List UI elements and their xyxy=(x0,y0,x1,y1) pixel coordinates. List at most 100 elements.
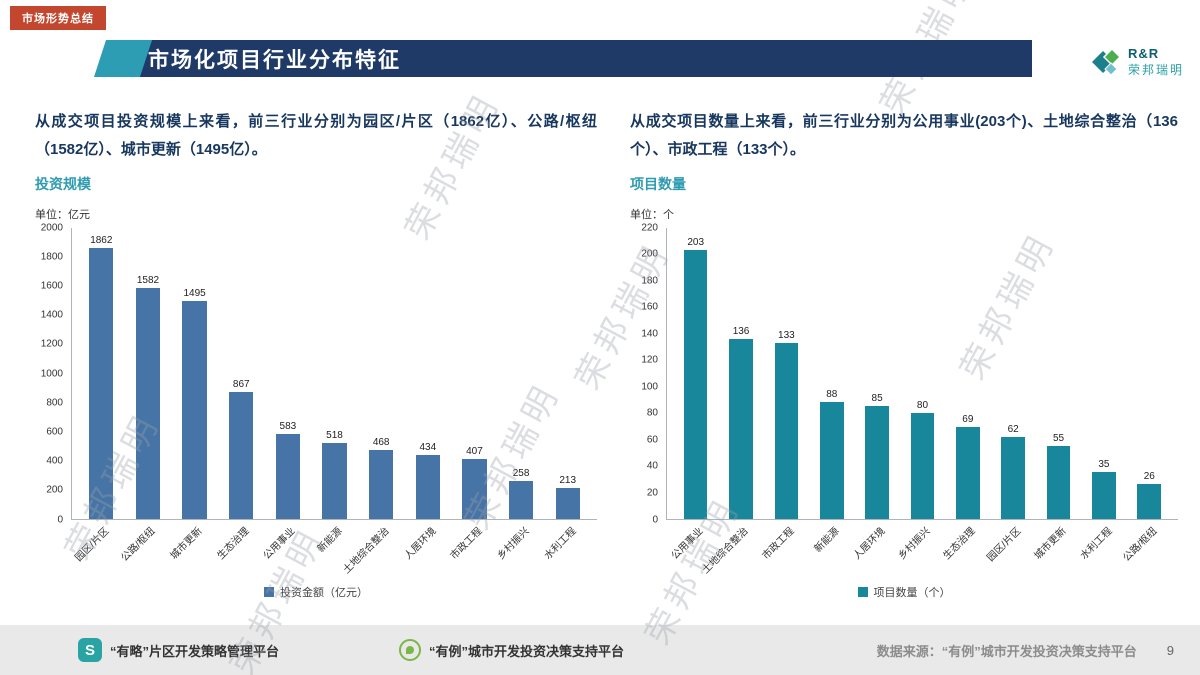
y-tick-label: 220 xyxy=(641,222,658,233)
bar-column: 468 xyxy=(358,228,405,519)
youli-logo-icon xyxy=(399,639,422,661)
bar xyxy=(229,392,254,519)
bar-value-label: 1582 xyxy=(136,275,160,287)
bar-column: 1582 xyxy=(125,228,172,519)
y-tick-label: 60 xyxy=(646,434,658,446)
bar-value-label: 69 xyxy=(962,414,974,426)
x-axis-label: 城市更新 xyxy=(168,525,205,562)
header-accent-shape xyxy=(93,40,153,77)
platform1-label: “有略”片区开发策略管理平台 xyxy=(110,643,280,659)
x-axis-label: 水利工程 xyxy=(1078,525,1115,562)
bar-column: 583 xyxy=(265,228,312,519)
bar xyxy=(729,338,753,519)
legend-swatch xyxy=(857,586,868,597)
bar-value-label: 468 xyxy=(372,437,390,449)
bar-column: 88 xyxy=(809,228,854,519)
bar-value-label: 203 xyxy=(687,237,705,248)
x-axis-label: 水利工程 xyxy=(542,525,579,562)
x-axis-label: 市政工程 xyxy=(448,525,485,562)
x-axis-label: 人居环境 xyxy=(851,525,888,562)
y-tick-label: 200 xyxy=(641,248,658,260)
chart-legend: 项目数量（个） xyxy=(630,584,1178,600)
bar xyxy=(555,487,580,519)
bar-column: 1495 xyxy=(171,228,218,519)
legend-label: 投资金额（亿元） xyxy=(280,586,368,599)
x-axis-labels: 园区/片区 公路/枢纽 城市更新 生态治理 公用事业 新能源 土地综合整治 人居环境 市政工程乡… xyxy=(71,520,597,582)
y-tick-label: 180 xyxy=(641,275,658,287)
y-tick-label: 120 xyxy=(641,354,658,366)
bar xyxy=(1001,436,1025,519)
bar-value-label: 26 xyxy=(1143,471,1155,483)
x-axis-label: 新能源 xyxy=(315,525,345,555)
investment-scale-chart: 2000 1800 1600 1400 1200 1000 800 600 400 200 0 18… xyxy=(35,222,597,600)
youlue-logo-icon: S xyxy=(78,638,102,662)
y-tick-label: 2000 xyxy=(40,222,63,233)
bar-column: 867 xyxy=(218,228,265,519)
plot-area: 1862 1582 1495 867 583 518 468 434 407 258 213 xyxy=(71,227,597,520)
bar-column: 62 xyxy=(991,228,1036,519)
bar xyxy=(774,342,799,519)
bars: 203 136 133 88 85 80 69 62 55 35 26 xyxy=(667,228,1178,519)
x-axis-label: 公用事业 xyxy=(261,525,298,562)
bar-value-label: 583 xyxy=(279,420,297,432)
bar xyxy=(508,480,534,519)
bar-column: 213 xyxy=(544,228,591,519)
bar xyxy=(275,433,300,519)
x-axis-labels: 公用事业 土地综合整治 市政工程 新能源 人居环境 乡村振兴 生态治理 园区/片区 城市更新 水利… xyxy=(666,520,1178,582)
bar xyxy=(369,450,394,519)
y-tick-label: 1000 xyxy=(40,368,63,379)
bar xyxy=(1046,445,1071,519)
bar-value-label: 1495 xyxy=(183,287,206,299)
bar-value-label: 133 xyxy=(778,329,795,341)
data-source-text: 数据来源：“有例”城市开发投资决策支持平台 xyxy=(876,643,1137,659)
bar-value-label: 258 xyxy=(512,467,530,479)
platform2-label: “有例”城市开发投资决策支持平台 xyxy=(429,643,625,659)
chart-title-investment: 投资规模 xyxy=(35,175,91,192)
unit-label-count: 单位：个 xyxy=(630,208,674,221)
logo-text: R&R 荣邦瑞明 xyxy=(1128,46,1184,78)
bar-column: 26 xyxy=(1127,228,1172,519)
y-axis: 2000 1800 1600 1400 1200 1000 800 600 400 200 0 xyxy=(35,222,71,525)
platform2-group: “有例”城市开发投资决策支持平台 xyxy=(399,639,624,661)
x-axis-label: 公路/枢纽 xyxy=(119,525,158,564)
bar xyxy=(462,459,487,519)
footer: S “有略”片区开发策略管理平台 “有例”城市开发投资决策支持平台 数据来源：“… xyxy=(0,625,1200,675)
x-axis-label: 新能源 xyxy=(812,525,842,555)
y-tick-label: 800 xyxy=(46,397,63,409)
project-count-section: 从成交项目数量上来看，前三行业分别为公用事业(203个)、土地综合整治（136个… xyxy=(630,108,1178,600)
bar xyxy=(956,427,980,519)
header-bar: 市场化项目行业分布特征 xyxy=(93,40,1032,77)
y-tick-label: 1600 xyxy=(40,280,63,292)
x-axis-label: 城市更新 xyxy=(1032,525,1069,562)
legend-label: 项目数量（个） xyxy=(873,586,951,599)
logo-name-en: R&R xyxy=(1127,46,1160,61)
bar-column: 203 xyxy=(673,228,718,519)
investment-summary-text: 从成交项目投资规模上来看，前三行业分别为园区/片区（1862亿）、公路/枢纽（1… xyxy=(35,113,597,158)
bar-value-label: 434 xyxy=(419,442,437,454)
project-count-chart: 220 200 180 160 140 120 100 80 60 40 20 0 203 136 133… xyxy=(630,222,1178,600)
bar-column: 69 xyxy=(945,228,990,519)
logo-diamond-icon xyxy=(1091,47,1121,76)
bar-column: 518 xyxy=(311,228,358,519)
bar-value-label: 213 xyxy=(559,474,577,486)
bars: 1862 1582 1495 867 583 518 468 434 407 258 213 xyxy=(72,228,597,519)
x-axis-label: 生态治理 xyxy=(941,525,979,562)
bar xyxy=(89,247,114,519)
y-tick-label: 200 xyxy=(46,484,63,496)
bar-value-label: 88 xyxy=(826,389,838,401)
bar-column: 1862 xyxy=(78,228,125,519)
y-tick-label: 20 xyxy=(646,487,658,499)
bar-value-label: 35 xyxy=(1098,459,1110,471)
investment-scale-section: 从成交项目投资规模上来看，前三行业分别为园区/片区（1862亿）、公路/枢纽（1… xyxy=(35,108,597,600)
bar xyxy=(1137,484,1162,519)
project-count-summary-text: 从成交项目数量上来看，前三行业分别为公用事业(203个)、土地综合整治（136个… xyxy=(630,113,1178,158)
bar xyxy=(819,402,844,519)
bar xyxy=(1092,472,1116,519)
chart-title-count: 项目数量 xyxy=(630,175,686,192)
bar xyxy=(683,250,708,519)
y-tick-label: 1800 xyxy=(40,251,63,263)
chart-legend: 投资金额（亿元） xyxy=(35,584,597,600)
bar-column: 85 xyxy=(854,228,899,519)
x-axis-label: 市政工程 xyxy=(760,525,797,562)
company-logo: R&R 荣邦瑞明 xyxy=(1091,46,1184,78)
